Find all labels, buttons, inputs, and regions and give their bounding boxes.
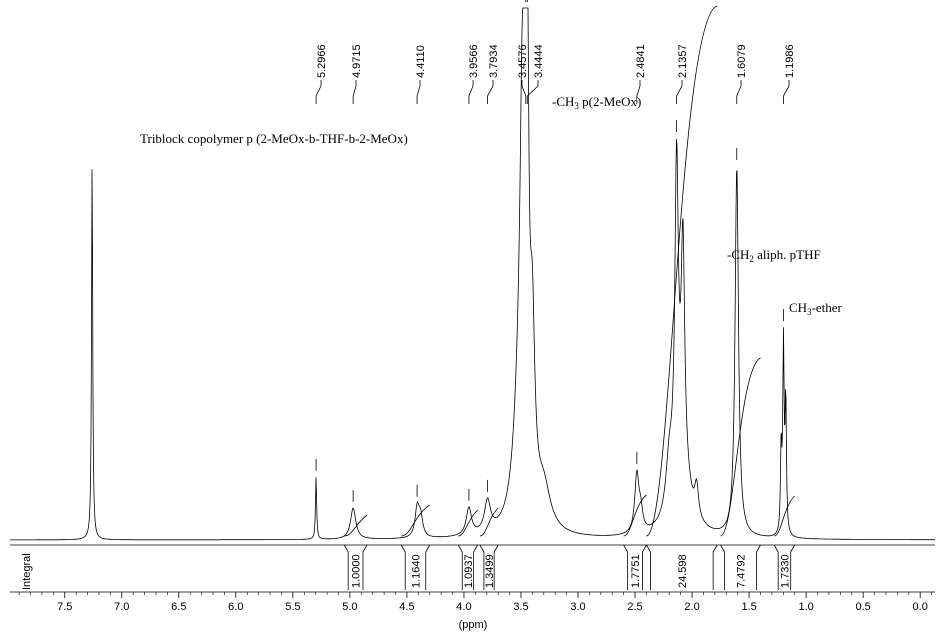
svg-text:3.9566: 3.9566 <box>468 44 480 78</box>
svg-text:1.3499: 1.3499 <box>484 554 496 588</box>
annotation-ch2-pthf: -CH2 aliph. pTHF <box>727 247 821 264</box>
integral-region: 1.0000 1.1640 1.0937 1.3499 1.7751 24.598 7.47… <box>10 544 935 590</box>
peak-labels: 5.2966 4.9715 4.4110 3.9566 3.7934 3.4576 3.44… <box>315 0 796 503</box>
x-tick-label-4: 5.5 <box>285 601 300 613</box>
x-tick-label-6: 4.5 <box>399 601 414 613</box>
svg-text:1.0000: 1.0000 <box>351 554 363 588</box>
integral-7: 1.7330 <box>773 544 796 590</box>
integral-curve-2 <box>458 509 478 537</box>
integral-0: 1.0000 <box>343 544 368 590</box>
x-tick-label-14: 0.5 <box>855 601 870 613</box>
svg-text:1.7751: 1.7751 <box>630 554 642 588</box>
x-tick-label-11: 2.0 <box>684 601 699 613</box>
integral-curve-7 <box>774 495 795 537</box>
annotation-ch3-meox: -CH3 p(2-MeOx) <box>552 94 641 111</box>
x-axis: 7.5 7.0 6.5 6.0 5.5 5.0 4.5 4.0 3.5 3.0 2.5 2.0 1.5 1… <box>10 591 935 613</box>
integral-2: 1.0937 <box>457 544 478 590</box>
annotation-copolymer: Triblock copolymer p (2-MeOx-b-THF-b-2-M… <box>140 131 408 146</box>
peak-label-0: 5.2966 <box>315 44 328 471</box>
svg-text:7.4792: 7.4792 <box>736 554 748 588</box>
integral-6: 7.4792 <box>720 544 761 590</box>
svg-text:3.7934: 3.7934 <box>488 44 500 78</box>
svg-text:2.1357: 2.1357 <box>677 44 689 78</box>
integral-curve-6 <box>720 357 761 537</box>
integral-curves <box>344 5 795 537</box>
svg-text:1.1640: 1.1640 <box>410 554 422 588</box>
x-tick-label-15: 0.0 <box>913 601 928 613</box>
svg-text:4.4110: 4.4110 <box>415 45 427 78</box>
svg-text:24.598: 24.598 <box>677 554 689 588</box>
integral-curve-3 <box>479 507 499 537</box>
x-tick-label-9: 3.0 <box>570 601 585 613</box>
x-tick-label-7: 4.0 <box>456 601 471 613</box>
integral-curve-1 <box>401 504 430 537</box>
integral-caption: Integral <box>21 553 33 590</box>
x-tick-label-0: 7.5 <box>57 601 72 613</box>
peak-label-5: 3.4576 <box>517 0 529 104</box>
svg-text:3.4576: 3.4576 <box>517 44 529 78</box>
peak-label-10: 1.1986 <box>783 44 796 322</box>
integral-4: 1.7751 <box>623 544 647 590</box>
peak-label-7: 2.4841 <box>635 44 647 464</box>
svg-text:4.9715: 4.9715 <box>351 44 363 78</box>
integral-1: 1.1640 <box>400 544 431 590</box>
svg-text:3.4444: 3.4444 <box>533 44 545 78</box>
svg-text:5.2966: 5.2966 <box>316 44 328 78</box>
peak-label-9: 1.6079 <box>736 44 748 161</box>
spectrum-line <box>10 7 935 541</box>
x-tick-label-2: 6.5 <box>171 601 186 613</box>
peak-label-4: 3.7934 <box>487 44 500 492</box>
x-tick-label-1: 7.0 <box>114 601 129 613</box>
x-tick-label-10: 2.5 <box>627 601 642 613</box>
annotation-ch3-ether: CH3-ether <box>789 300 843 317</box>
svg-text:1.0937: 1.0937 <box>463 554 475 588</box>
peak-label-1: 4.9715 <box>351 44 363 503</box>
peak-label-2: 4.4110 <box>415 45 427 497</box>
x-tick-label-12: 1.5 <box>741 601 756 613</box>
x-tick-label-5: 5.0 <box>342 601 357 613</box>
integral-3: 1.3499 <box>479 544 499 590</box>
peak-label-8: 2.1357 <box>676 44 689 132</box>
x-axis-label: (ppm) <box>459 619 488 631</box>
svg-text:1.1986: 1.1986 <box>784 44 796 78</box>
peak-label-3: 3.9566 <box>468 44 480 501</box>
svg-text:2.4841: 2.4841 <box>635 44 647 78</box>
x-tick-label-3: 6.0 <box>228 601 243 613</box>
x-tick-label-13: 1.0 <box>798 601 813 613</box>
svg-text:1.6079: 1.6079 <box>736 44 748 78</box>
svg-text:1.7330: 1.7330 <box>779 554 791 588</box>
integral-curve-5 <box>646 5 718 537</box>
integral-curve-4 <box>623 494 647 537</box>
peak-label-6: 3.4444 <box>526 0 545 104</box>
integral-curve-0 <box>344 514 368 537</box>
integral-5: 24.598 <box>646 544 718 590</box>
x-tick-label-8: 3.5 <box>513 601 528 613</box>
